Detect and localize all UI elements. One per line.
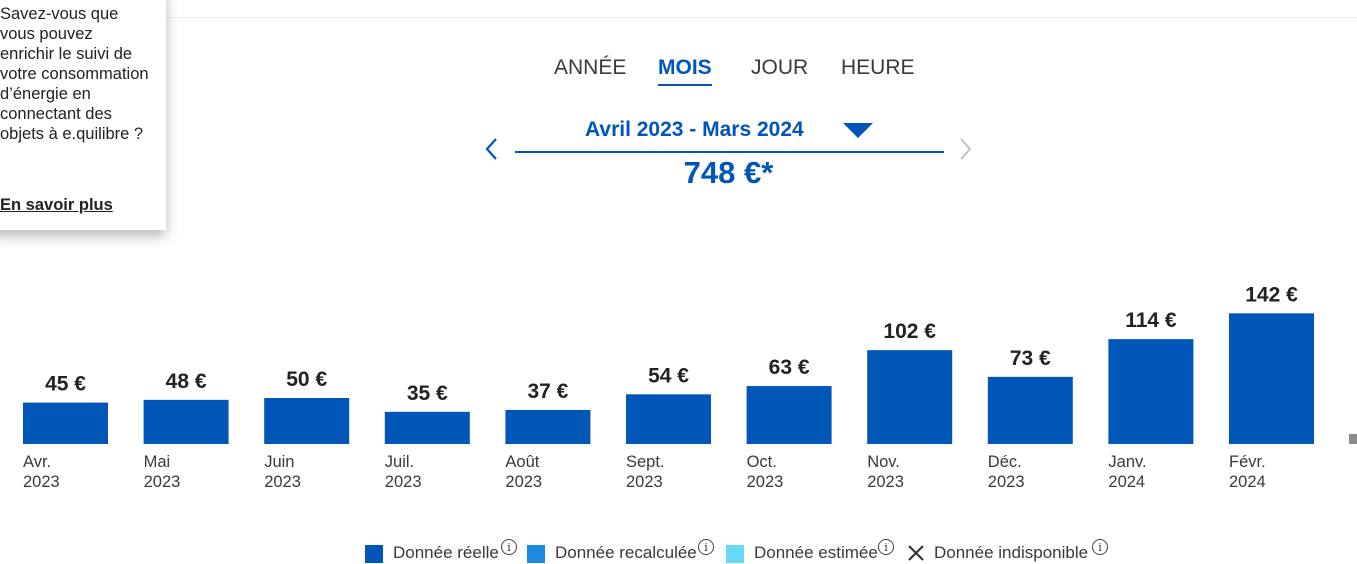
- x-tick-label: Nov.: [867, 453, 900, 471]
- bar[interactable]: [23, 402, 108, 444]
- x-tick-label: Oct.: [747, 453, 777, 471]
- x-tick-label: 2024: [1229, 473, 1266, 491]
- bar[interactable]: [505, 409, 591, 444]
- bar-value-label: 63 €: [769, 356, 810, 379]
- x-tick-label: Avr.: [23, 453, 51, 471]
- x-tick-label: 2024: [1108, 473, 1145, 491]
- tab-mois[interactable]: MOIS: [658, 56, 712, 86]
- x-tick-label: 2023: [264, 473, 301, 491]
- bar[interactable]: [143, 399, 229, 444]
- bar-value-label: 142 €: [1245, 283, 1298, 306]
- legend-swatch-reelle: [365, 545, 383, 563]
- x-tick-label: Janv.: [1108, 453, 1146, 471]
- legend-label: Donnée indisponible: [934, 543, 1089, 562]
- info-icon[interactable]: i: [1092, 539, 1108, 555]
- bar[interactable]: [264, 398, 350, 444]
- period-tabs: ANNÉE MOIS JOUR HEURE: [0, 56, 1357, 86]
- bar-value-label: 54 €: [648, 364, 689, 387]
- chart-scroll-handle[interactable]: [1349, 434, 1357, 444]
- learn-more-link[interactable]: En savoir plus: [0, 196, 113, 214]
- x-tick-label: 2023: [385, 473, 422, 491]
- caret-down-icon: [843, 123, 873, 138]
- tab-jour[interactable]: JOUR: [751, 56, 809, 79]
- x-tick-label: Août: [505, 453, 539, 471]
- x-tick-label: Juil.: [385, 453, 414, 471]
- legend-swatch-recalculee: [527, 545, 545, 563]
- bar[interactable]: [746, 386, 832, 444]
- period-label: Avril 2023 - Mars 2024: [585, 118, 804, 141]
- bar-value-label: 45 €: [45, 373, 86, 396]
- bar-value-label: 73 €: [1010, 347, 1051, 370]
- info-icon[interactable]: i: [878, 539, 894, 555]
- bar[interactable]: [384, 411, 470, 444]
- x-tick-label: 2023: [23, 473, 60, 491]
- cross-icon: [908, 545, 924, 561]
- top-divider: [0, 17, 1357, 18]
- chevron-right-icon: [960, 138, 972, 160]
- bar-value-label: 50 €: [286, 368, 327, 391]
- bar-value-label: 48 €: [166, 370, 207, 393]
- legend-label: Donnée estimée: [754, 543, 878, 562]
- bar-value-label: 102 €: [883, 320, 936, 343]
- x-tick-label: Déc.: [988, 453, 1022, 471]
- bar[interactable]: [626, 394, 711, 444]
- tab-annee[interactable]: ANNÉE: [554, 56, 627, 79]
- bar-value-label: 37 €: [527, 380, 568, 403]
- bar[interactable]: [1229, 313, 1314, 444]
- info-card-text: Savez-vous que vous pouvez enrichir le s…: [0, 5, 149, 143]
- chevron-left-icon: [485, 138, 497, 160]
- x-tick-label: Juin: [264, 453, 294, 471]
- tab-heure[interactable]: HEURE: [841, 56, 915, 79]
- bar[interactable]: [1108, 339, 1194, 444]
- x-tick-label: Mai: [144, 453, 171, 471]
- x-tick-label: Sept.: [626, 453, 665, 471]
- bar[interactable]: [987, 376, 1073, 444]
- x-tick-label: 2023: [988, 473, 1025, 491]
- x-tick-label: 2023: [626, 473, 663, 491]
- info-card: Savez-vous que vous pouvez enrichir le s…: [0, 0, 166, 230]
- legend-label: Donnée recalculée: [555, 543, 697, 562]
- bar-value-label: 35 €: [407, 382, 448, 405]
- period-dropdown[interactable]: Avril 2023 - Mars 2024: [515, 114, 944, 153]
- x-tick-label: 2023: [505, 473, 542, 491]
- next-period-button[interactable]: [954, 136, 976, 162]
- bar[interactable]: [867, 350, 953, 444]
- x-tick-label: Févr.: [1229, 453, 1266, 471]
- info-icon[interactable]: i: [501, 539, 517, 555]
- info-icon[interactable]: i: [698, 539, 714, 555]
- bar-value-label: 114 €: [1125, 309, 1177, 332]
- x-tick-label: 2023: [867, 473, 904, 491]
- legend-label: Donnée réelle: [393, 543, 499, 562]
- x-tick-label: 2023: [747, 473, 784, 491]
- period-total: 748 €*: [683, 155, 774, 190]
- x-tick-label: 2023: [144, 473, 181, 491]
- previous-period-button[interactable]: [481, 136, 503, 162]
- legend-swatch-estimee: [726, 545, 744, 563]
